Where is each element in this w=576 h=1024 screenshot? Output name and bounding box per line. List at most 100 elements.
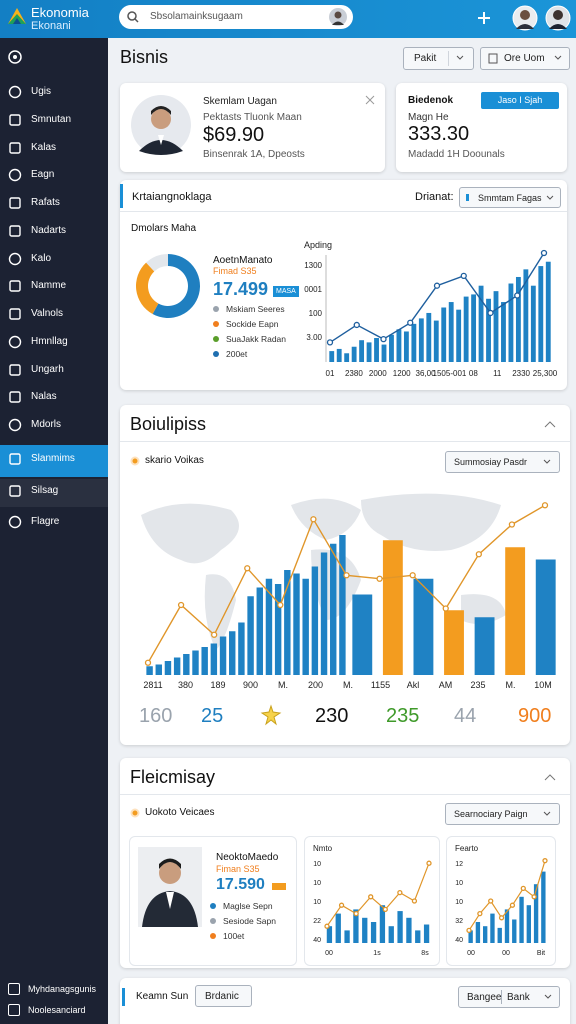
nav-item[interactable]: Hmnllag: [31, 335, 68, 347]
bar: [474, 617, 495, 675]
nav-item[interactable]: Nalas: [31, 391, 57, 403]
map-dropdown[interactable]: Summosiay Pasdr: [445, 451, 560, 473]
footer-item[interactable]: Myhdanagsgunis: [28, 984, 97, 994]
nav-icon: [9, 197, 21, 209]
nav-icon: [8, 85, 22, 99]
chevron: [546, 195, 554, 200]
line-point: [338, 902, 345, 908]
donut-segment: [152, 254, 200, 318]
bar: [523, 269, 529, 362]
line-point: [177, 601, 185, 609]
line-point: [277, 601, 284, 609]
bar: [366, 342, 372, 362]
y-tick-label: 10: [313, 899, 321, 906]
line-point: [531, 894, 537, 900]
stat-value: 17.499: [213, 279, 269, 299]
line-point: [487, 309, 494, 317]
y-tick-label: 10: [313, 880, 321, 887]
user-avatar[interactable]: [545, 5, 571, 31]
nav-item[interactable]: Silsag: [31, 485, 59, 496]
y-tick-label: 0001: [304, 285, 322, 294]
stat-tag: MASA: [273, 286, 299, 297]
footer-item[interactable]: Noolesanciard: [28, 1005, 86, 1015]
nav-item[interactable]: Smnutan: [31, 113, 72, 125]
x-tick-label: M.: [343, 680, 353, 690]
icon-shape: [9, 141, 21, 154]
line-point: [382, 906, 388, 913]
person-badge: Fiman S35: [216, 864, 260, 874]
nav-item[interactable]: Kalas: [31, 141, 57, 153]
nav-item[interactable]: Slanmims: [31, 453, 75, 464]
footer-icon: [8, 983, 20, 995]
separator: [501, 990, 502, 1004]
home-icon[interactable]: [8, 50, 22, 64]
bar: [456, 309, 462, 362]
bar: [397, 911, 403, 943]
chart-title: Fearto: [455, 844, 479, 853]
balance-button[interactable]: Jaso I Sjah: [481, 92, 559, 109]
bar: [441, 307, 447, 362]
user-avatar[interactable]: [512, 5, 538, 31]
legend-swatch: [210, 903, 216, 909]
bar: [173, 657, 181, 675]
nav-item[interactable]: Kalo: [31, 252, 52, 264]
period-dropdown[interactable]: Pakit: [403, 47, 474, 70]
nav-item[interactable]: Eagn: [31, 169, 55, 181]
bar-line-chart: Apding 1300 0001 100 3.00 01 2380 2000 1200 36,00…: [304, 240, 558, 378]
chevron: [554, 55, 562, 60]
x-tick-label: 36,00: [416, 369, 437, 378]
bar: [256, 587, 263, 675]
collapse-caret[interactable]: [543, 772, 557, 782]
bar: [201, 647, 208, 675]
bar: [330, 543, 337, 675]
nav-item[interactable]: Rafats: [31, 197, 60, 208]
add-button[interactable]: [476, 10, 492, 26]
search-box[interactable]: Sbsolamainksugaam: [119, 5, 353, 29]
nav-item[interactable]: Nadarts: [31, 224, 67, 236]
mini-chart-card: Fearto 12 10 10 32 40 00 00 Bit: [446, 836, 556, 966]
icon-shape: [8, 418, 22, 432]
bar: [396, 329, 402, 362]
nav-item[interactable]: Mdorls: [31, 419, 62, 430]
sidebar: Ugis Smnutan Kalas Eagn Rafats Nadarts Kalo Nam…: [0, 38, 108, 1024]
nav-item[interactable]: Namme: [31, 280, 67, 292]
bar: [370, 922, 377, 943]
bar: [501, 302, 506, 362]
stat-number: 235: [386, 705, 420, 727]
nav-item[interactable]: Valnols: [31, 308, 64, 319]
x-tick-label: AM: [439, 680, 453, 690]
nav-item[interactable]: Ugis: [31, 86, 52, 97]
detail-dropdown[interactable]: Searnociary Paign: [445, 803, 560, 825]
overview-dropdown[interactable]: Smmtam Fagas: [459, 187, 561, 208]
action-dropdown[interactable]: Ore Uom: [480, 47, 570, 70]
collapse-caret[interactable]: [543, 419, 557, 429]
stat-title: AoetnManato: [213, 255, 273, 266]
x-tick-label: 10M: [534, 680, 552, 690]
overview-card: Krtaiangnoklaga Drianat: Smmtam Fagas Dm…: [120, 180, 567, 390]
close-button[interactable]: [365, 95, 375, 105]
chevron: [543, 459, 551, 464]
footer-dropdown[interactable]: Bangee Bank: [458, 986, 560, 1008]
nav-icon: [9, 114, 21, 126]
bar: [423, 924, 430, 943]
footer-tag[interactable]: Brdanic: [195, 985, 252, 1007]
chevron: [543, 811, 551, 816]
x-tick-label: 2380: [345, 369, 363, 378]
nav-item[interactable]: Ungarh: [31, 363, 64, 375]
bar: [538, 266, 544, 362]
stat-number: 25: [201, 705, 224, 727]
nav-item[interactable]: Flagre: [31, 516, 60, 527]
nav-icon: [9, 225, 21, 237]
balance-amount: 333.30: [408, 123, 470, 145]
bar: [533, 884, 539, 943]
tag-text: Brdanic: [205, 991, 239, 1002]
dropdown-text: Pakit: [414, 53, 437, 64]
icon-shape: [8, 252, 22, 265]
search-icon: [127, 11, 139, 23]
stat-number: 44: [454, 705, 477, 727]
icon-shape: [9, 363, 21, 376]
x-tick-label: Bit: [537, 950, 545, 957]
bar: [403, 331, 409, 362]
nav-icon: [8, 252, 22, 265]
filter-label: Drianat:: [415, 191, 454, 203]
